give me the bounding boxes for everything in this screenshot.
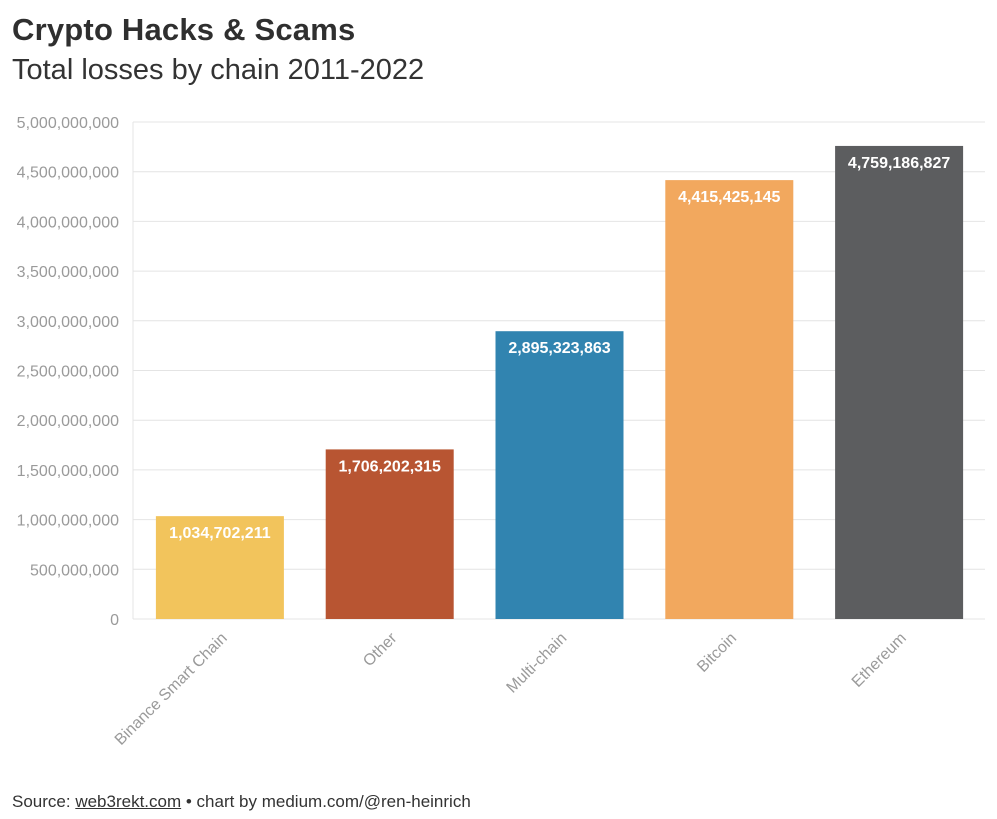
chart-title: Crypto Hacks & Scams xyxy=(12,12,356,47)
source-link[interactable]: web3rekt.com xyxy=(75,792,182,811)
chart-subtitle: Total losses by chain 2011-2022 xyxy=(12,54,425,86)
y-tick-label: 4,500,000,000 xyxy=(17,165,119,182)
y-tick-label: 2,500,000,000 xyxy=(17,364,119,381)
y-tick-label: 1,000,000,000 xyxy=(17,513,119,530)
x-tick-label: Ethereum xyxy=(849,630,910,691)
bar-bitcoin xyxy=(665,180,794,619)
bar-value-label: 4,415,425,145 xyxy=(678,189,780,206)
source-footer: Source: web3rekt.com • chart by medium.c… xyxy=(12,792,471,812)
bar-value-labels: 1,034,702,211 1,706,202,315 2,895,323,863 4… xyxy=(169,155,950,542)
x-tick-label: Binance Smart Chain xyxy=(112,630,231,749)
bar-ethereum xyxy=(835,145,964,619)
bar-value-label: 2,895,323,863 xyxy=(508,340,610,357)
x-axis-tick-labels: Binance Smart Chain Other Multi-chain Bitco… xyxy=(112,629,910,748)
y-tick-label: 4,000,000,000 xyxy=(17,214,119,231)
y-tick-label: 2,000,000,000 xyxy=(17,413,119,430)
bar-chart: 0 500,000,000 1,000,000,000 1,500,000,000 2,… xyxy=(17,115,985,749)
bar-value-label: 4,759,186,827 xyxy=(848,155,950,172)
bar-binance-smart-chain xyxy=(155,516,284,619)
y-tick-label: 5,000,000,000 xyxy=(17,115,119,132)
bar-other xyxy=(325,449,454,619)
y-tick-label: 3,500,000,000 xyxy=(17,264,119,281)
bar-value-label: 1,034,702,211 xyxy=(169,525,271,542)
bar-multi-chain xyxy=(495,331,624,619)
x-tick-label: Bitcoin xyxy=(694,630,740,676)
y-tick-label: 3,000,000,000 xyxy=(17,314,119,331)
bars xyxy=(155,145,964,619)
y-tick-label: 0 xyxy=(110,612,119,629)
x-tick-label: Other xyxy=(360,629,401,670)
y-axis-tick-labels: 0 500,000,000 1,000,000,000 1,500,000,000 2,… xyxy=(17,115,119,629)
chart-credit: • chart by medium.com/@ren-heinrich xyxy=(181,792,471,811)
bar-value-label: 1,706,202,315 xyxy=(339,458,441,475)
y-tick-label: 1,500,000,000 xyxy=(17,463,119,480)
x-tick-label: Multi-chain xyxy=(504,630,571,697)
y-tick-label: 500,000,000 xyxy=(30,562,119,579)
source-prefix: Source: xyxy=(12,792,76,811)
